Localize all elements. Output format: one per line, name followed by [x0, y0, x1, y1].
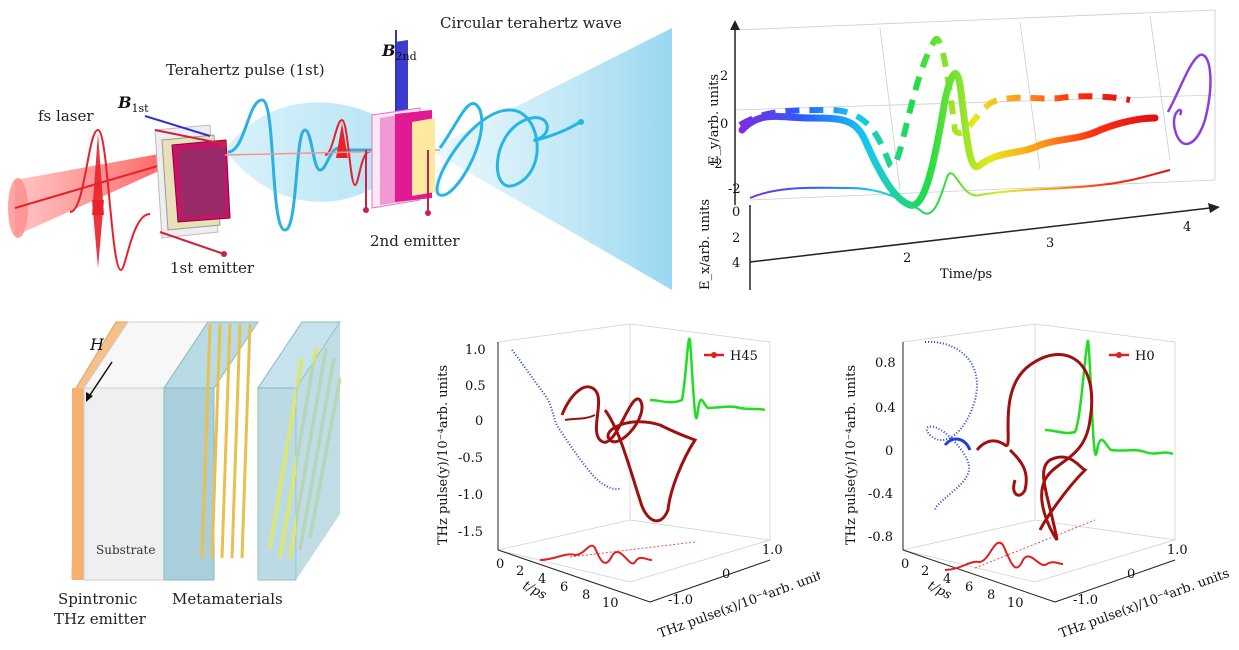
d-xtick-0: 1.0	[762, 543, 783, 558]
label-substrate: Substrate	[96, 543, 155, 557]
meta-wires-vertical	[200, 323, 252, 559]
d-ytick-4: -1.0	[458, 488, 483, 503]
box-frame	[734, 9, 1216, 201]
fs-pulse-icon	[69, 128, 151, 272]
e-ytick-3: -0.4	[868, 487, 893, 502]
ey-tick-1: 2	[720, 69, 728, 84]
e-ttick-3: 6	[965, 580, 973, 595]
emitter-1	[144, 115, 231, 257]
legend-label-d: H45	[730, 349, 758, 364]
d-ttick-5: 10	[602, 596, 619, 611]
d-ttick-2: 4	[538, 572, 546, 587]
end-spiral	[1166, 53, 1212, 146]
ex-tick-1: -2	[728, 182, 741, 197]
e-ttick-2: 4	[943, 572, 951, 587]
e-ytick-4: -0.8	[868, 530, 893, 545]
h0-plot-svg: H0 0.8 0.4 0 -0.4 -0.8 0 2 4 6 8 10 1.0 …	[844, 323, 1232, 642]
panel-b-3d-trace: 2 0 -2 -2 0 2 4 2 3 4 Time/ps E_y/arb. u…	[680, 0, 1239, 300]
label-metamaterials: Metamaterials	[172, 590, 283, 608]
label-h: H	[89, 335, 105, 354]
time-tick-3: 3	[1046, 236, 1054, 251]
d-ttick-4: 8	[582, 588, 590, 603]
time-axis	[749, 207, 1211, 263]
trace-3d-svg: 2 0 -2 -2 0 2 4 2 3 4 Time/ps E_y/arb. u…	[698, 9, 1220, 290]
panel-e-h0: H0 0.8 0.4 0 -0.4 -0.8 0 2 4 6 8 10 1.0 …	[835, 320, 1239, 646]
h-field-arrow	[87, 361, 113, 399]
ey-axis-label: E_y/arb. units	[707, 74, 722, 165]
e-ytick-2: 0	[885, 444, 893, 459]
time-tick-2: 2	[903, 251, 911, 266]
emitter-2	[363, 30, 435, 216]
e-xtick-0: 1.0	[1167, 543, 1188, 558]
d-ytick-0: 1.0	[465, 343, 486, 358]
e-ttick-1: 2	[921, 564, 929, 579]
d-ytick-2: 0	[475, 414, 483, 429]
t-axis-e	[902, 549, 1056, 603]
d-ttick-1: 2	[516, 564, 524, 579]
device-svg: H Substrate Spintronic THz emitter Metam…	[54, 321, 342, 628]
e-ytick-1: 0.4	[875, 401, 896, 416]
e-xtick-2: -1.0	[1073, 593, 1098, 608]
e-xtick-1: 0	[1127, 567, 1135, 582]
label-thz-emitter: THz emitter	[54, 610, 147, 628]
d-ytick-1: 0.5	[465, 379, 486, 394]
d-ttick-3: 6	[560, 580, 568, 595]
circular-thz-cone	[430, 28, 672, 290]
ex-tick-2: 0	[732, 205, 740, 220]
x-axis-e	[1054, 559, 1176, 603]
legend-label-e: H0	[1135, 349, 1155, 364]
d-xtick-2: -1.0	[668, 593, 693, 608]
circular-wave-spiral	[435, 102, 581, 197]
label-fs-laser: fs laser	[38, 107, 94, 125]
d-ytick-3: -0.5	[458, 451, 483, 466]
ex-axis-label: E_x/arb. units	[698, 199, 713, 290]
d-xtick-1: 0	[722, 567, 730, 582]
label-thz-pulse: Terahertz pulse (1st)	[166, 61, 325, 79]
panel-d-h45: H45 1.0 0.5 0 -0.5 -1.0 -1.5 0 2 4 6 8 1…	[420, 320, 831, 646]
time-axis-arrow	[1208, 203, 1220, 213]
e-ytick-0: 0.8	[875, 356, 896, 371]
time-axis-label: Time/ps	[940, 267, 992, 282]
e-ttick-0: 0	[901, 557, 909, 572]
d-ylabel: THz pulse(y)/10⁻⁴arb. units	[436, 365, 451, 545]
projection-dashed	[738, 35, 1131, 170]
ex-tick-4: 4	[732, 256, 740, 271]
label-emitter-1: 1st emitter	[170, 259, 255, 277]
projection-thin	[749, 169, 1171, 215]
blue-trace-e	[924, 340, 978, 511]
schematic-svg: fs laser B1st B2nd Terahertz pulse (1st)…	[8, 14, 672, 290]
label-b1st: B1st	[117, 93, 149, 115]
d-ttick-0: 0	[496, 557, 504, 572]
red-trace-floor-d	[539, 544, 653, 565]
e-ttick-5: 10	[1007, 596, 1024, 611]
d-ytick-5: -1.5	[458, 525, 483, 540]
darkred-trace-d	[560, 385, 698, 523]
green-trace-e	[1044, 339, 1174, 456]
h45-plot-svg: H45 1.0 0.5 0 -0.5 -1.0 -1.5 0 2 4 6 8 1…	[436, 323, 831, 642]
e-ylabel: THz pulse(y)/10⁻⁴arb. units	[844, 365, 859, 545]
darkred-trace-e	[975, 353, 1094, 541]
ey-axis-arrow	[730, 20, 740, 30]
blue-trace-d	[511, 349, 621, 491]
fs-laser-cone	[15, 152, 170, 236]
x-axis-d	[649, 559, 771, 603]
panel-c-device: H Substrate Spintronic THz emitter Metam…	[40, 318, 380, 646]
green-trace-d	[649, 337, 766, 420]
time-tick-4: 4	[1183, 220, 1191, 235]
e-ttick-4: 8	[987, 588, 995, 603]
red-trace-floor-e	[944, 541, 1064, 571]
panel-a-schematic: fs laser B1st B2nd Terahertz pulse (1st)…	[0, 0, 680, 300]
label-emitter-2: 2nd emitter	[370, 232, 460, 250]
label-spintronic: Spintronic	[58, 590, 137, 608]
label-b2nd: B2nd	[381, 41, 417, 63]
ex-tick-3: 2	[732, 231, 740, 246]
t-axis-d	[497, 549, 651, 603]
ey-tick-2: 0	[720, 117, 728, 132]
label-circular-wave: Circular terahertz wave	[440, 14, 622, 32]
ey-tick-3: -2	[710, 157, 723, 172]
trace-3d-main	[738, 70, 1159, 209]
thz-pulse-1	[227, 98, 385, 232]
